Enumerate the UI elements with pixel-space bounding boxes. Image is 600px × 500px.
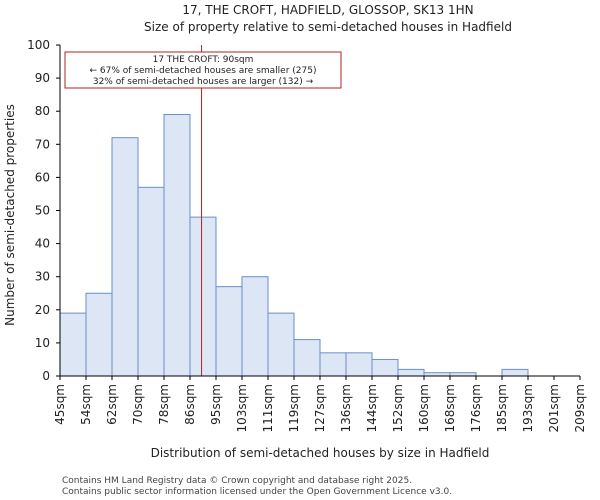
bar-78sqm bbox=[164, 115, 190, 376]
x-tick-label: 152sqm bbox=[391, 384, 405, 432]
y-tick-label: 30 bbox=[35, 270, 50, 284]
x-tick-label: 136sqm bbox=[339, 384, 353, 432]
x-axis-label: Distribution of semi-detached houses by … bbox=[151, 446, 490, 460]
annotation-line-1: 17 THE CROFT: 90sqm bbox=[153, 55, 254, 65]
bar-152sqm bbox=[398, 369, 424, 376]
y-axis-label: Number of semi-detached properties bbox=[3, 104, 17, 326]
bar-127sqm bbox=[320, 353, 346, 376]
bar-185sqm bbox=[502, 369, 528, 376]
annotation-line-2: ← 67% of semi-detached houses are smalle… bbox=[90, 66, 317, 76]
x-tick-label: 168sqm bbox=[443, 384, 457, 432]
x-tick-label: 103sqm bbox=[235, 384, 249, 432]
x-tick-label: 119sqm bbox=[287, 384, 301, 432]
y-tick-label: 70 bbox=[35, 137, 50, 151]
y-tick-label: 90 bbox=[35, 71, 50, 85]
y-tick-label: 60 bbox=[35, 170, 50, 184]
x-tick-label: 95sqm bbox=[209, 384, 223, 425]
y-tick-label: 50 bbox=[35, 204, 50, 218]
y-tick-label: 10 bbox=[35, 336, 50, 350]
x-tick-label: 209sqm bbox=[573, 384, 587, 432]
x-tick-label: 144sqm bbox=[365, 384, 379, 432]
annotation-line-3: 32% of semi-detached houses are larger (… bbox=[93, 77, 314, 87]
bar-103sqm bbox=[242, 277, 268, 376]
x-tick-label: 193sqm bbox=[521, 384, 535, 432]
bar-144sqm bbox=[372, 359, 398, 376]
x-tick-label: 78sqm bbox=[157, 384, 171, 425]
bar-119sqm bbox=[294, 340, 320, 376]
y-tick-label: 0 bbox=[42, 369, 50, 383]
x-tick-label: 54sqm bbox=[79, 384, 93, 425]
y-tick-label: 20 bbox=[35, 303, 50, 317]
chart-title: 17, THE CROFT, HADFIELD, GLOSSOP, SK13 1… bbox=[182, 3, 473, 17]
annotation-box: 17 THE CROFT: 90sqm ← 67% of semi-detach… bbox=[65, 52, 341, 88]
y-tick-label: 40 bbox=[35, 237, 50, 251]
footer-line-1: Contains HM Land Registry data © Crown c… bbox=[62, 476, 412, 486]
x-tick-label: 185sqm bbox=[495, 384, 509, 432]
bar-95sqm bbox=[216, 287, 242, 376]
x-tick-label: 111sqm bbox=[261, 384, 275, 432]
x-tick-label: 160sqm bbox=[417, 384, 431, 432]
x-tick-label: 45sqm bbox=[53, 384, 67, 425]
bar-136sqm bbox=[346, 353, 372, 376]
histogram-chart: 17, THE CROFT, HADFIELD, GLOSSOP, SK13 1… bbox=[0, 0, 600, 500]
x-tick-label: 86sqm bbox=[183, 384, 197, 425]
y-tick-label: 80 bbox=[35, 104, 50, 118]
x-tick-label: 201sqm bbox=[547, 384, 561, 432]
y-axis-ticks: 0 10 20 30 40 50 60 70 80 90 100 bbox=[27, 38, 60, 383]
y-tick-label: 100 bbox=[27, 38, 50, 52]
bar-86sqm bbox=[190, 217, 216, 376]
footer-line-2: Contains public sector information licen… bbox=[62, 487, 452, 497]
x-tick-label: 127sqm bbox=[313, 384, 327, 432]
x-tick-label: 62sqm bbox=[105, 384, 119, 425]
bar-70sqm bbox=[138, 187, 164, 376]
x-axis-ticks: 45sqm 54sqm 62sqm 70sqm 78sqm 86sqm 95sqm 103sq… bbox=[53, 376, 587, 432]
bar-54sqm bbox=[86, 293, 112, 376]
x-tick-label: 176sqm bbox=[469, 384, 483, 432]
bar-111sqm bbox=[268, 313, 294, 376]
x-tick-label: 70sqm bbox=[131, 384, 145, 425]
bar-45sqm bbox=[60, 313, 86, 376]
chart-subtitle: Size of property relative to semi-detach… bbox=[144, 20, 512, 34]
bar-62sqm bbox=[112, 138, 138, 376]
bars bbox=[60, 115, 528, 376]
